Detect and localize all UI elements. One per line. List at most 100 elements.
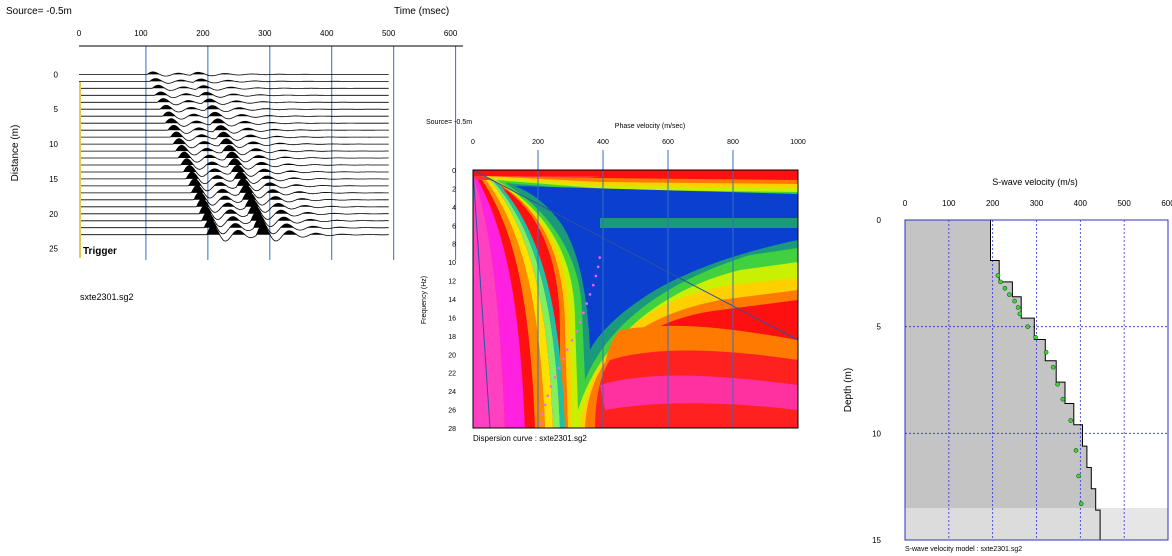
seismogram-trace [79, 118, 389, 127]
seismogram-trace [79, 104, 389, 113]
dispersion-y-tick-label: 10 [448, 260, 456, 267]
seismogram-traces [79, 71, 389, 242]
dispersion-point [549, 385, 553, 388]
seismogram-trace [79, 158, 389, 170]
dispersion-alias-line [473, 170, 491, 428]
seismogram-trace [79, 151, 389, 163]
velocity-data-point [1012, 298, 1017, 304]
seismogram-trace-fill [79, 205, 389, 214]
dispersion-gridlines [537, 150, 734, 428]
dispersion-band [494, 182, 565, 428]
dispersion-band [600, 375, 798, 410]
seismogram-x-tick-label: 200 [196, 29, 210, 38]
seismogram-trace [79, 144, 389, 156]
dispersion-x-tick-label: 800 [727, 139, 739, 146]
dispersion-band [600, 218, 798, 228]
velocity-data-point [1015, 305, 1021, 310]
dispersion-band [473, 176, 525, 428]
seismogram-trace [79, 111, 389, 120]
velocity-caption: S-wave velocity model : sxte2301.sg2 [905, 546, 1022, 553]
seismogram-trace-fill [79, 158, 389, 165]
dispersion-y-tick-label: 26 [448, 408, 456, 415]
dispersion-band [473, 176, 505, 428]
velocity-y-tick-label: 0 [877, 216, 882, 225]
seismogram-y-tick-label: 0 [54, 70, 59, 79]
velocity-data-point [995, 273, 1001, 278]
seismogram-x-ticks: 0 100 200 300 400 500 600 [77, 29, 458, 38]
dispersion-source-label: Source= -0.5m [426, 119, 472, 126]
seismogram-trace [79, 204, 389, 221]
dispersion-point [585, 302, 589, 305]
velocity-x-axis-label: S-wave velocity (m/s) [992, 177, 1078, 187]
dispersion-panel: Source= -0.5m Phase velocity (m/sec) 0 20… [421, 119, 806, 443]
dispersion-point [562, 357, 565, 361]
seismogram-trace-fill [79, 145, 389, 152]
velocity-data-point [1043, 349, 1049, 355]
seismogram-y-tick-label: 25 [49, 245, 58, 254]
seismogram-trace [79, 224, 389, 242]
dispersion-x-ticks: 0 200 400 600 800 1000 [471, 139, 806, 146]
seismogram-trace-fill [79, 152, 389, 158]
seismogram-caption: sxte2301.sg2 [80, 292, 134, 302]
dispersion-y-tick-label: 24 [448, 389, 456, 396]
dispersion-point [594, 274, 598, 278]
dispersion-point [557, 366, 561, 370]
seismogram-trace-fill [79, 165, 389, 172]
dispersion-y-tick-label: 18 [448, 334, 456, 341]
seismogram-trace-fill [79, 171, 389, 179]
seismogram-x-tick-label: 500 [382, 29, 396, 38]
velocity-data-point [1017, 311, 1023, 317]
velocity-data-point [1025, 324, 1031, 329]
seismogram-trace-fill [79, 85, 389, 89]
seismogram-x-tick-label: 0 [77, 29, 82, 38]
velocity-x-tick-label: 200 [986, 199, 1000, 208]
velocity-x-tick-label: 300 [1030, 199, 1044, 208]
velocity-data-points [995, 273, 1084, 507]
seismogram-y-tick-label: 10 [49, 140, 58, 149]
velocity-model-panel: S-wave velocity (m/s) 0 100 200 300 400 500 60… [843, 177, 1172, 553]
seismogram-y-ticks: 0 5 10 15 20 25 [49, 70, 58, 253]
dispersion-x-tick-label: 0 [471, 139, 475, 146]
dispersion-y-tick-label: 16 [448, 315, 456, 322]
seismogram-trace [79, 131, 389, 142]
velocity-y-axis-label: Depth (m) [843, 368, 854, 412]
seismogram-trace-fill [79, 125, 389, 131]
seismogram-y-tick-label: 5 [54, 105, 59, 114]
seismogram-panel: Source= -0.5m Time (msec) 0 100 200 300 400 5… [6, 6, 463, 302]
velocity-y-tick-label: 10 [872, 429, 881, 438]
velocity-data-point [1007, 292, 1012, 297]
seismogram-trace-fill [79, 132, 389, 138]
seismogram-trace [79, 164, 389, 177]
velocity-y-tick-label: 15 [872, 536, 881, 545]
dispersion-point [588, 293, 592, 296]
dispersion-picked-points [539, 256, 602, 425]
seismogram-trace-fill [79, 211, 389, 221]
velocity-data-point [1060, 396, 1066, 402]
dispersion-y-tick-label: 0 [452, 168, 456, 175]
seismogram-x-tick-label: 300 [258, 29, 272, 38]
velocity-halfspace-fill [905, 508, 1101, 540]
velocity-data-point [1002, 285, 1008, 291]
seismogram-trace [79, 91, 389, 98]
seismogram-trace-fill [79, 98, 389, 103]
dispersion-band [486, 180, 553, 428]
dispersion-point [570, 339, 574, 342]
seismogram-y-tick-label: 15 [49, 175, 58, 184]
dispersion-y-tick-label: 12 [448, 279, 456, 286]
dispersion-plot-frame [472, 169, 799, 429]
dispersion-y-tick-label: 8 [452, 242, 456, 249]
seismogram-trace-fill [79, 118, 389, 124]
velocity-data-point [1073, 448, 1079, 453]
dispersion-x-tick-label: 200 [532, 139, 544, 146]
velocity-plot-frame [904, 219, 1169, 541]
dispersion-point [543, 403, 547, 407]
velocity-x-tick-label: 600 [1161, 199, 1172, 208]
seismogram-trace [79, 191, 389, 206]
velocity-data-point [1068, 418, 1073, 423]
dispersion-y-axis-label: Frequency (Hz) [421, 276, 428, 324]
velocity-x-tick-label: 500 [1117, 199, 1131, 208]
dispersion-x-tick-label: 400 [597, 139, 609, 146]
dispersion-image [473, 170, 798, 428]
dispersion-point [575, 329, 578, 333]
